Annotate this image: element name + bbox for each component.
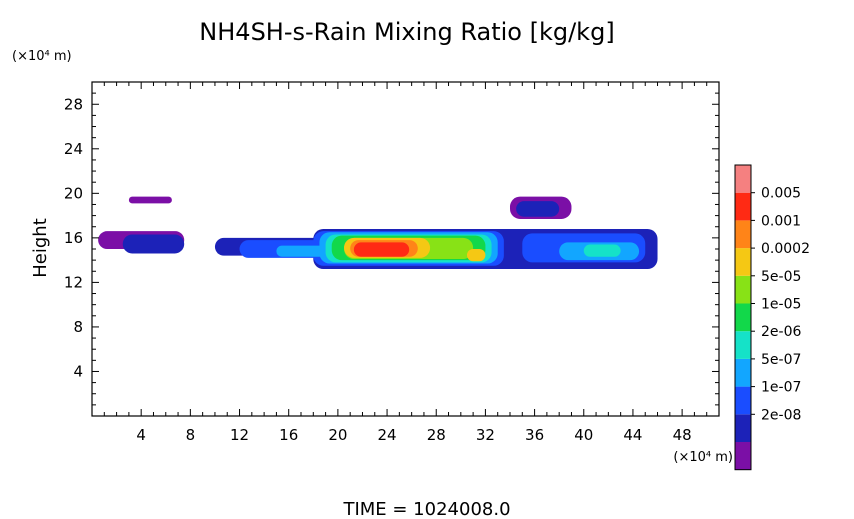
x-axis-unit: (×10⁴ m)	[673, 450, 733, 465]
colorbar-swatch	[735, 192, 751, 221]
colorbar-label: 0.001	[761, 213, 801, 229]
colorbar: 0.005 0.001 0.0002 5e-05 1e-05 2e-06 5e-07 1e-0…	[734, 164, 810, 471]
heat-region-2	[122, 234, 185, 254]
colorbar-label: 0.005	[761, 186, 801, 202]
colorbar-swatch	[735, 303, 751, 332]
colorbar-swatch	[735, 220, 751, 249]
colorbar-frame	[734, 164, 752, 471]
x-tick-label: 8	[186, 426, 196, 444]
colorbar-label: 5e-05	[761, 269, 801, 285]
y-tick-label: 24	[64, 140, 83, 158]
heat-region-6	[516, 201, 560, 217]
colorbar-swatch	[735, 165, 751, 193]
y-tick-label: 8	[73, 318, 83, 336]
heat-region-14	[583, 244, 621, 257]
heatmap-field	[98, 196, 658, 270]
heat-region-18	[466, 249, 486, 262]
chart-title: NH4SH-s-Rain Mixing Ratio [kg/kg]	[199, 18, 614, 46]
colorbar-swatch	[735, 275, 751, 304]
x-tick-label: 16	[279, 426, 298, 444]
x-tick-label: 12	[230, 426, 249, 444]
colorbar-swatch	[735, 386, 751, 415]
x-tick-label: 28	[427, 426, 446, 444]
heat-region-1	[128, 196, 172, 204]
heat-region-20	[353, 242, 410, 257]
colorbar-swatch	[735, 442, 751, 470]
colorbar-label: 5e-07	[761, 352, 801, 368]
colorbar-label: 0.0002	[761, 241, 810, 257]
colorbar-label: 1e-05	[761, 297, 801, 313]
x-tick-label: 40	[574, 426, 593, 444]
colorbar-label: 1e-07	[761, 380, 801, 396]
colorbar-swatch	[735, 331, 751, 359]
x-tick-label: 24	[378, 426, 397, 444]
colorbar-label: 2e-08	[761, 407, 801, 423]
x-tick-label: 20	[328, 426, 347, 444]
colorbar-swatch	[735, 248, 751, 276]
heat-region-10	[276, 245, 326, 257]
y-tick-label: 16	[64, 229, 83, 247]
colorbar-label: 2e-06	[761, 324, 801, 340]
x-tick-label: 44	[623, 426, 642, 444]
y-tick-label: 12	[64, 273, 83, 291]
y-tick-label: 4	[73, 362, 83, 380]
y-tick-label: 20	[64, 184, 83, 202]
y-tick-label: 28	[64, 95, 83, 113]
y-axis-unit: (×10⁴ m)	[12, 49, 72, 64]
x-tick-label: 4	[136, 426, 146, 444]
time-footer: TIME = 1024008.0	[342, 499, 510, 519]
x-axis: 4 8 12 16 20 24 28 32 36 40 44 48	[103, 82, 708, 444]
y-axis-label: Height	[30, 218, 51, 278]
colorbar-swatch	[735, 414, 751, 442]
y-axis: 4 8 12 16 20 24 28	[64, 92, 719, 406]
x-tick-label: 36	[525, 426, 544, 444]
colorbar-swatch	[735, 358, 751, 387]
x-tick-label: 32	[476, 426, 495, 444]
x-tick-label: 48	[673, 426, 692, 444]
